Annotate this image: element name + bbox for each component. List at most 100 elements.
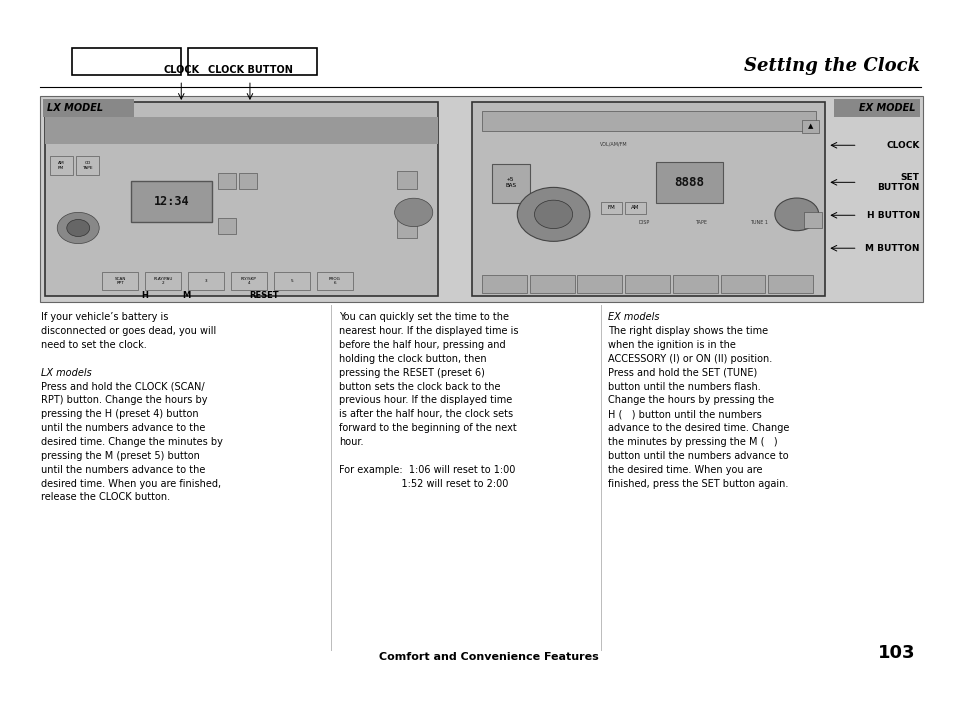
Bar bbox=[218, 218, 235, 234]
Text: desired time. When you are finished,: desired time. When you are finished, bbox=[41, 479, 221, 488]
Bar bbox=[145, 272, 181, 290]
Text: the desired time. When you are: the desired time. When you are bbox=[607, 465, 761, 475]
Text: DISP: DISP bbox=[638, 219, 649, 224]
Bar bbox=[801, 120, 818, 133]
Circle shape bbox=[67, 219, 90, 236]
Bar bbox=[239, 173, 256, 189]
Bar bbox=[76, 155, 99, 175]
Circle shape bbox=[517, 187, 589, 241]
Bar bbox=[231, 272, 267, 290]
Text: previous hour. If the displayed time: previous hour. If the displayed time bbox=[338, 395, 512, 405]
Bar bbox=[529, 275, 574, 293]
Text: 3: 3 bbox=[205, 279, 207, 283]
Bar bbox=[491, 163, 529, 202]
Bar bbox=[672, 275, 717, 293]
Text: button until the numbers advance to: button until the numbers advance to bbox=[607, 451, 787, 461]
Text: advance to the desired time. Change: advance to the desired time. Change bbox=[607, 423, 788, 433]
Text: LX models: LX models bbox=[41, 368, 91, 378]
Bar bbox=[218, 173, 235, 189]
Circle shape bbox=[534, 200, 572, 229]
Text: need to set the clock.: need to set the clock. bbox=[41, 340, 147, 350]
Text: pressing the RESET (preset 6): pressing the RESET (preset 6) bbox=[338, 368, 484, 378]
Text: pressing the H (preset 4) button: pressing the H (preset 4) button bbox=[41, 409, 198, 420]
Bar bbox=[397, 171, 416, 189]
Text: The right display shows the time: The right display shows the time bbox=[607, 327, 767, 337]
Text: SET
BUTTON: SET BUTTON bbox=[877, 173, 919, 192]
Text: hour.: hour. bbox=[338, 437, 363, 447]
Text: FM: FM bbox=[607, 205, 615, 210]
Text: Comfort and Convenience Features: Comfort and Convenience Features bbox=[379, 652, 598, 662]
Text: nearest hour. If the displayed time is: nearest hour. If the displayed time is bbox=[338, 327, 517, 337]
Text: until the numbers advance to the: until the numbers advance to the bbox=[41, 423, 205, 433]
Text: TUNE 1: TUNE 1 bbox=[749, 219, 767, 224]
Text: PLAY/PAU
2: PLAY/PAU 2 bbox=[153, 277, 172, 285]
Text: disconnected or goes dead, you will: disconnected or goes dead, you will bbox=[41, 327, 216, 337]
Text: 5: 5 bbox=[291, 279, 293, 283]
Text: pressing the M (preset 5) button: pressing the M (preset 5) button bbox=[41, 451, 200, 461]
Text: PROG
6: PROG 6 bbox=[329, 277, 340, 285]
Bar bbox=[43, 99, 133, 117]
Text: M: M bbox=[182, 291, 190, 300]
Text: 12:34: 12:34 bbox=[153, 195, 189, 208]
Bar bbox=[600, 202, 621, 214]
Text: forward to the beginning of the next: forward to the beginning of the next bbox=[338, 423, 516, 433]
Bar bbox=[397, 220, 416, 238]
Bar bbox=[274, 272, 310, 290]
Text: CD
TAPE: CD TAPE bbox=[82, 161, 93, 170]
Text: ▲: ▲ bbox=[806, 124, 812, 129]
Text: the minutes by pressing the M (   ): the minutes by pressing the M ( ) bbox=[607, 437, 777, 447]
Text: EX models: EX models bbox=[607, 312, 659, 322]
Text: AM: AM bbox=[631, 205, 639, 210]
Text: H BUTTON: H BUTTON bbox=[865, 211, 919, 220]
Text: CLOCK: CLOCK bbox=[163, 65, 199, 75]
Bar bbox=[316, 272, 353, 290]
Text: You can quickly set the time to the: You can quickly set the time to the bbox=[338, 312, 508, 322]
Text: SCAN
RPT: SCAN RPT bbox=[114, 277, 126, 285]
Bar bbox=[102, 272, 138, 290]
Text: 8888: 8888 bbox=[674, 175, 703, 189]
Bar bbox=[131, 181, 212, 222]
Text: 103: 103 bbox=[878, 644, 915, 662]
Circle shape bbox=[57, 212, 99, 244]
Text: CLOCK BUTTON: CLOCK BUTTON bbox=[208, 65, 292, 75]
Text: desired time. Change the minutes by: desired time. Change the minutes by bbox=[41, 437, 223, 447]
Bar bbox=[803, 212, 821, 228]
Text: AM
FM: AM FM bbox=[57, 161, 65, 170]
Text: 1:52 will reset to 2:00: 1:52 will reset to 2:00 bbox=[338, 479, 508, 488]
Bar bbox=[481, 275, 526, 293]
Circle shape bbox=[395, 198, 433, 226]
Bar bbox=[45, 117, 437, 144]
Text: H (   ) button until the numbers: H ( ) button until the numbers bbox=[607, 409, 760, 420]
Text: M BUTTON: M BUTTON bbox=[864, 244, 919, 253]
Bar bbox=[624, 275, 669, 293]
Text: For example:  1:06 will reset to 1:00: For example: 1:06 will reset to 1:00 bbox=[338, 465, 515, 475]
Text: TAPE: TAPE bbox=[695, 219, 707, 224]
Bar bbox=[472, 102, 824, 296]
Text: Setting the Clock: Setting the Clock bbox=[743, 57, 920, 75]
Text: button until the numbers flash.: button until the numbers flash. bbox=[607, 382, 760, 392]
Bar bbox=[656, 161, 722, 202]
Bar bbox=[50, 155, 72, 175]
Text: before the half hour, pressing and: before the half hour, pressing and bbox=[338, 340, 505, 350]
Text: PLY/SKP
4: PLY/SKP 4 bbox=[241, 277, 256, 285]
Text: finished, press the SET button again.: finished, press the SET button again. bbox=[607, 479, 787, 488]
Text: Press and hold the CLOCK (SCAN/: Press and hold the CLOCK (SCAN/ bbox=[41, 382, 205, 392]
Text: If your vehicle’s battery is: If your vehicle’s battery is bbox=[41, 312, 169, 322]
Bar bbox=[188, 272, 224, 290]
Text: +5
BAS: +5 BAS bbox=[504, 178, 516, 188]
Text: when the ignition is in the: when the ignition is in the bbox=[607, 340, 735, 350]
Text: until the numbers advance to the: until the numbers advance to the bbox=[41, 465, 205, 475]
Bar bbox=[767, 275, 812, 293]
Circle shape bbox=[774, 198, 818, 231]
Bar bbox=[481, 111, 815, 131]
Text: RPT) button. Change the hours by: RPT) button. Change the hours by bbox=[41, 395, 208, 405]
Text: EX MODEL: EX MODEL bbox=[859, 103, 915, 113]
Bar bbox=[45, 102, 437, 296]
Text: holding the clock button, then: holding the clock button, then bbox=[338, 354, 486, 364]
Text: release the CLOCK button.: release the CLOCK button. bbox=[41, 493, 170, 503]
Text: Press and hold the SET (TUNE): Press and hold the SET (TUNE) bbox=[607, 368, 756, 378]
Text: LX MODEL: LX MODEL bbox=[47, 103, 103, 113]
Text: RESET: RESET bbox=[249, 291, 279, 300]
Text: ACCESSORY (I) or ON (II) position.: ACCESSORY (I) or ON (II) position. bbox=[607, 354, 771, 364]
Text: Change the hours by pressing the: Change the hours by pressing the bbox=[607, 395, 773, 405]
